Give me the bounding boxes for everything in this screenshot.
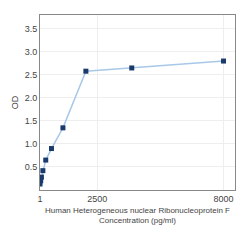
svg-text:2.0: 2.0 — [25, 93, 38, 103]
svg-text:3.5: 3.5 — [25, 24, 38, 34]
svg-text:OD: OD — [10, 95, 20, 109]
svg-text:0.5: 0.5 — [25, 162, 38, 172]
svg-text:2.5: 2.5 — [25, 70, 38, 80]
svg-text:2500: 2500 — [87, 194, 107, 204]
svg-text:Human Heterogeneous nuclear Ri: Human Heterogeneous nuclear Ribonucleopr… — [45, 206, 230, 225]
svg-text:1.0: 1.0 — [25, 139, 38, 149]
svg-text:1: 1 — [38, 194, 43, 204]
svg-text:1.5: 1.5 — [25, 116, 38, 126]
svg-text:3.0: 3.0 — [25, 47, 38, 57]
svg-text:8000: 8000 — [214, 194, 234, 204]
